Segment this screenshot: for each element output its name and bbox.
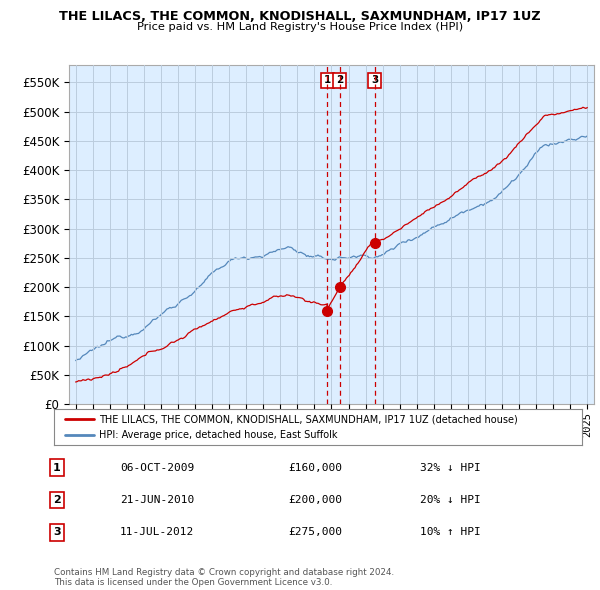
Text: 21-JUN-2010: 21-JUN-2010: [120, 495, 194, 505]
Text: 06-OCT-2009: 06-OCT-2009: [120, 463, 194, 473]
Text: £200,000: £200,000: [288, 495, 342, 505]
Text: This data is licensed under the Open Government Licence v3.0.: This data is licensed under the Open Gov…: [54, 578, 332, 587]
Text: £275,000: £275,000: [288, 527, 342, 537]
Text: 3: 3: [371, 75, 378, 85]
Text: 3: 3: [53, 527, 61, 537]
Text: 32% ↓ HPI: 32% ↓ HPI: [420, 463, 481, 473]
Text: 10% ↑ HPI: 10% ↑ HPI: [420, 527, 481, 537]
Text: 2: 2: [53, 495, 61, 505]
Text: HPI: Average price, detached house, East Suffolk: HPI: Average price, detached house, East…: [99, 430, 337, 440]
Text: THE LILACS, THE COMMON, KNODISHALL, SAXMUNDHAM, IP17 1UZ (detached house): THE LILACS, THE COMMON, KNODISHALL, SAXM…: [99, 414, 518, 424]
Text: 1: 1: [324, 75, 331, 85]
Text: 20% ↓ HPI: 20% ↓ HPI: [420, 495, 481, 505]
Text: Price paid vs. HM Land Registry's House Price Index (HPI): Price paid vs. HM Land Registry's House …: [137, 22, 463, 32]
Text: THE LILACS, THE COMMON, KNODISHALL, SAXMUNDHAM, IP17 1UZ: THE LILACS, THE COMMON, KNODISHALL, SAXM…: [59, 10, 541, 23]
Text: Contains HM Land Registry data © Crown copyright and database right 2024.: Contains HM Land Registry data © Crown c…: [54, 568, 394, 577]
Text: £160,000: £160,000: [288, 463, 342, 473]
Text: 1: 1: [53, 463, 61, 473]
Text: 2: 2: [336, 75, 343, 85]
Text: 11-JUL-2012: 11-JUL-2012: [120, 527, 194, 537]
